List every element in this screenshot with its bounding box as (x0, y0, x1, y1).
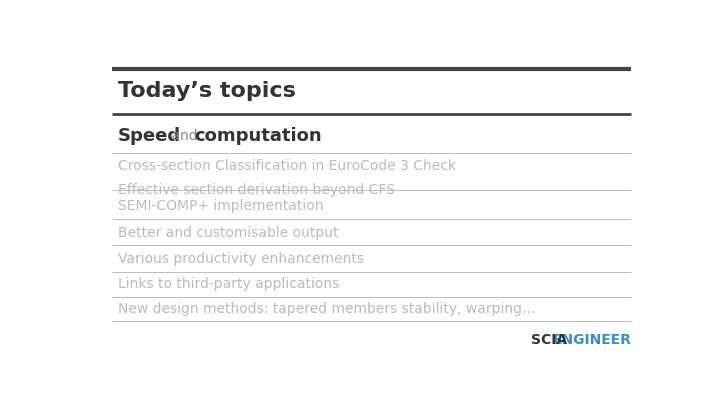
Text: Speed: Speed (118, 127, 181, 145)
Text: Today’s topics: Today’s topics (118, 81, 296, 101)
Text: computation: computation (194, 127, 322, 145)
Text: Various productivity enhancements: Various productivity enhancements (118, 252, 364, 266)
Text: SEMI-COMP+ implementation: SEMI-COMP+ implementation (118, 199, 323, 213)
Text: Cross-section Classification in EuroCode 3 Check: Cross-section Classification in EuroCode… (118, 159, 456, 173)
Text: Better and customisable output: Better and customisable output (118, 226, 338, 240)
Text: SCIA: SCIA (531, 333, 567, 347)
Text: New design methods: tapered members stability, warping…: New design methods: tapered members stab… (118, 302, 536, 316)
Text: Links to third-party applications: Links to third-party applications (118, 277, 339, 291)
Text: Effective section derivation beyond CFS: Effective section derivation beyond CFS (118, 183, 395, 197)
Text: and: and (167, 129, 202, 143)
Text: ENGINEER: ENGINEER (552, 333, 631, 347)
